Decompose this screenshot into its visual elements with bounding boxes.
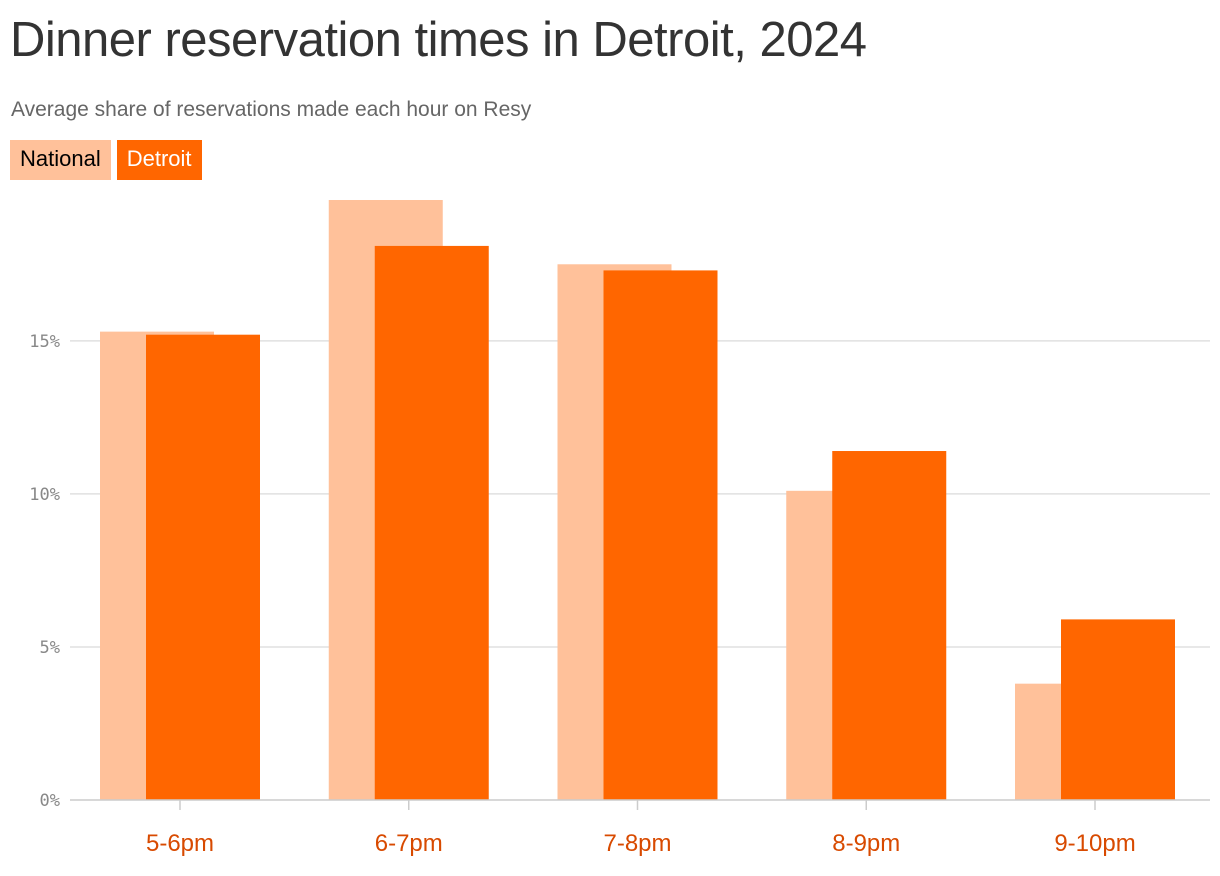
chart-subtitle: Average share of reservations made each … — [11, 98, 532, 121]
y-tick-label: 10% — [29, 485, 60, 505]
x-tick-label: 7-8pm — [603, 830, 671, 857]
legend-detroit: Detroit — [116, 140, 202, 180]
bar-detroit — [832, 451, 947, 800]
y-tick-label: 15% — [29, 332, 60, 352]
x-tick-label: 9-10pm — [1054, 830, 1135, 857]
legend-national: National — [10, 140, 111, 180]
y-tick-label: 0% — [40, 791, 60, 811]
legend: National Detroit — [10, 140, 208, 180]
bars — [100, 200, 1175, 801]
x-tick-label: 6-7pm — [375, 830, 443, 857]
axes: 0% 5% 10% 15% 5-6pm 6-7pm 7-8pm 8-9pm 9-10pm — [29, 332, 1210, 857]
x-tick-label: 8-9pm — [832, 830, 900, 857]
x-tick-label: 5-6pm — [146, 830, 214, 857]
chart-title: Dinner reservation times in Detroit, 202… — [10, 13, 867, 67]
bar-detroit — [374, 245, 489, 801]
bar-detroit — [146, 334, 260, 800]
bar-detroit — [603, 270, 718, 800]
y-tick-label: 5% — [40, 638, 60, 658]
bar-detroit — [1061, 619, 1175, 800]
